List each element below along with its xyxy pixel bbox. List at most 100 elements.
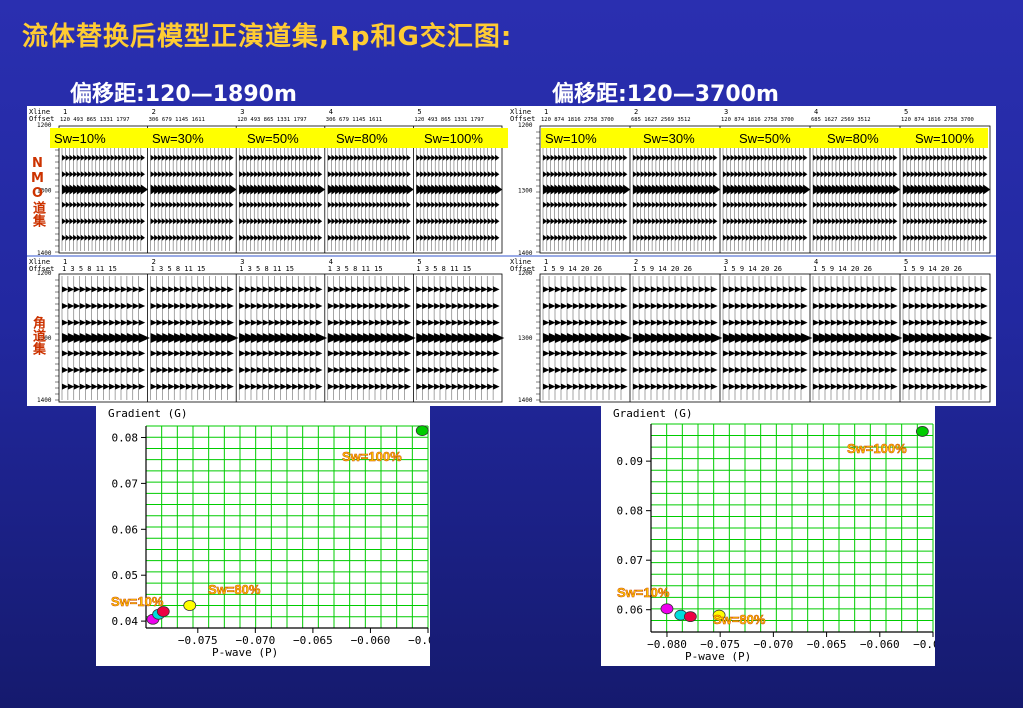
- nmo-wiggle: [799, 234, 804, 241]
- nmo-wiggle: [558, 234, 563, 241]
- nmo-wiggle: [903, 218, 908, 225]
- right-crossplot: 0.06 0.07 0.08 0.09 −0.080 −0.075 −0.070 −0.065…: [601, 406, 935, 666]
- angle-wiggle: [434, 367, 441, 373]
- nmo-wiggle: [483, 154, 489, 161]
- angle-wiggle: [843, 303, 850, 309]
- angle-wiggle: [909, 350, 916, 357]
- nmo-wiggle: [427, 234, 432, 241]
- angle-wiggle: [463, 303, 471, 309]
- angle-wiggle: [693, 350, 700, 357]
- nmo-wiggle: [354, 201, 359, 208]
- angle-wiggle: [645, 383, 652, 390]
- angle-wiggle: [597, 303, 604, 309]
- angle-wiggle: [921, 286, 928, 293]
- nmo-wiggle: [964, 234, 969, 241]
- angle-wiggle: [585, 286, 592, 293]
- nmo-wiggle: [933, 171, 938, 178]
- nmo-wiggle: [288, 234, 293, 241]
- nmo-wiggle: [820, 154, 825, 161]
- angle-wiggle: [963, 303, 970, 309]
- nmo-wiggle: [165, 234, 170, 241]
- nmo-wiggle: [577, 201, 582, 208]
- nmo-xline-number: 5: [417, 108, 421, 116]
- angle-wiggle: [819, 319, 826, 326]
- nmo-wiggle: [161, 154, 166, 161]
- angle-wiggle: [274, 319, 282, 326]
- nmo-wiggle: [350, 171, 355, 178]
- nmo-wiggle: [803, 218, 808, 225]
- nmo-wiggle: [291, 154, 296, 161]
- nmo-wiggle: [726, 234, 732, 241]
- nmo-wiggle: [682, 154, 687, 161]
- angle-wiggle: [633, 303, 640, 309]
- angle-wiggle: [675, 303, 682, 309]
- nmo-offset-values: 306 679 1145 1611: [149, 117, 205, 123]
- nmo-wiggle: [723, 218, 728, 225]
- nmo-wiggle: [881, 201, 886, 208]
- nmo-wiggle: [491, 234, 496, 241]
- angle-wiggle: [404, 383, 411, 390]
- nmo-wiggle: [416, 171, 421, 178]
- angle-wiggle: [975, 383, 982, 390]
- y-tick-label: 0.09: [617, 455, 644, 468]
- angle-wiggle: [723, 286, 730, 293]
- nmo-wiggle: [361, 234, 366, 241]
- angle-wiggle: [422, 286, 429, 293]
- nmo-wiggle: [257, 171, 263, 178]
- nmo-wiggle: [546, 218, 552, 225]
- angle-wiggle: [651, 319, 658, 326]
- nmo-wiggle: [483, 201, 489, 208]
- nmo-wiggle: [335, 154, 340, 161]
- angle-wiggle: [304, 350, 311, 357]
- angle-wiggle: [789, 303, 796, 309]
- angle-wiggle: [138, 350, 146, 357]
- angle-wiggle: [404, 303, 411, 309]
- nmo-wiggle: [339, 201, 344, 208]
- nmo-wiggle: [188, 234, 193, 241]
- nmo-wiggle: [391, 154, 396, 161]
- nmo-wiggle: [303, 154, 308, 161]
- nmo-wiggle: [659, 234, 664, 241]
- angle-wiggle: [663, 350, 670, 357]
- right-sw-label-30: Sw=30%: [641, 130, 697, 147]
- angle-wiggle: [227, 383, 234, 390]
- angle-wiggle: [375, 319, 382, 326]
- angle-wiggle: [615, 286, 622, 293]
- angle-wiggle: [274, 303, 282, 309]
- nmo-wiggle: [225, 154, 230, 161]
- angle-wiggle: [445, 383, 453, 390]
- nmo-wiggle: [820, 234, 825, 241]
- nmo-wiggle: [889, 218, 894, 225]
- nmo-wiggle: [573, 154, 578, 161]
- nmo-wiggle: [820, 218, 825, 225]
- nmo-wiggle: [640, 171, 645, 178]
- nmo-time-tick: 1200: [518, 122, 533, 129]
- nmo-wiggle: [239, 234, 244, 241]
- angle-wiggle: [705, 383, 712, 390]
- nmo-wiggle: [780, 171, 785, 178]
- nmo-wiggle: [914, 201, 919, 208]
- nmo-wiggle: [780, 218, 785, 225]
- nmo-wiggle: [303, 171, 308, 178]
- nmo-wiggle: [210, 218, 215, 225]
- nmo-wiggle: [757, 171, 762, 178]
- nmo-wiggle: [357, 171, 362, 178]
- angle-wiggle: [434, 319, 441, 326]
- nmo-wiggle: [310, 234, 315, 241]
- nmo-wiggle: [690, 171, 695, 178]
- nmo-wiggle: [569, 234, 574, 241]
- angle-wiggle: [675, 286, 682, 293]
- nmo-wiggle: [633, 201, 638, 208]
- angle-wiggle: [262, 286, 270, 293]
- angle-wiggle: [428, 286, 435, 293]
- nmo-wiggle: [839, 154, 844, 161]
- nmo-wiggle: [611, 171, 616, 178]
- nmo-wiggle: [402, 234, 408, 241]
- nmo-wiggle: [129, 201, 134, 208]
- nmo-wiggle: [472, 201, 477, 208]
- angle-wiggle: [215, 383, 222, 390]
- nmo-wiggle: [690, 201, 695, 208]
- nmo-wiggle: [611, 154, 616, 161]
- nmo-wiggle: [682, 171, 687, 178]
- nmo-wiggle: [129, 234, 134, 241]
